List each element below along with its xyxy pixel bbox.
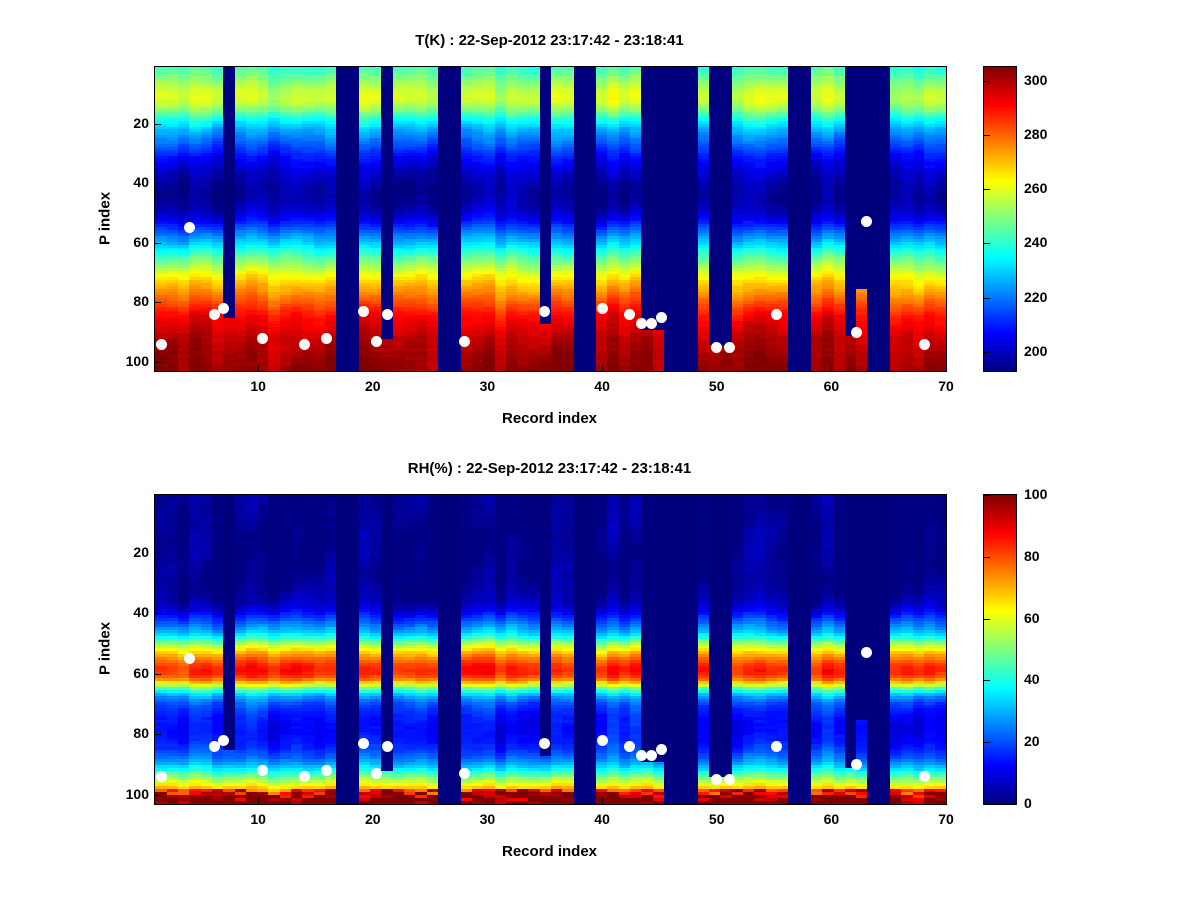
x-tick-label: 70 xyxy=(938,378,954,394)
y-tick-mark xyxy=(155,734,161,736)
colorbar-tick-label: 100 xyxy=(1024,486,1048,502)
x-tick-mark xyxy=(258,798,260,804)
chart-title-relative-humidity: RH(%) : 22-Sep-2012 23:17:42 - 23:18:41 xyxy=(407,460,692,477)
panel-temperature: T(K) : 22-Sep-2012 23:17:42 - 23:18:41 P… xyxy=(97,32,1048,427)
heatmap-axes-relative-humidity[interactable] xyxy=(154,494,947,805)
x-tick-label: 40 xyxy=(594,378,610,394)
colorbar-tick-label: 0 xyxy=(1024,795,1032,811)
colorbar-tick-label: 40 xyxy=(1024,671,1040,688)
colorbar-tick-mark xyxy=(984,804,990,805)
y-tick-label: 100 xyxy=(125,785,149,802)
x-tick-mark xyxy=(372,798,374,804)
colorbar-tick-mark xyxy=(984,556,990,558)
x-tick-label: 40 xyxy=(594,811,610,827)
y-tick-label: 40 xyxy=(133,174,149,191)
colorbar-tick-label: 300 xyxy=(1024,71,1048,88)
y-tick-label: 20 xyxy=(133,114,149,131)
colorbar-tick-mark xyxy=(984,80,990,82)
x-tick-mark xyxy=(946,365,947,371)
colorbar-tick-mark xyxy=(984,352,990,353)
y-tick-label: 80 xyxy=(133,293,149,310)
x-axis-label-temperature: Record index xyxy=(501,410,598,427)
chart-title-temperature: T(K) : 22-Sep-2012 23:17:42 - 23:18:41 xyxy=(415,32,684,49)
y-tick-mark xyxy=(155,302,161,304)
x-tick-mark xyxy=(372,365,374,371)
colorbar-gradient-temperature xyxy=(984,67,1016,371)
y-tick-label: 60 xyxy=(133,233,149,250)
y-tick-mark xyxy=(155,123,161,125)
x-tick-label: 10 xyxy=(250,378,266,394)
x-tick-mark xyxy=(716,798,718,804)
x-tick-mark xyxy=(258,365,260,371)
x-tick-mark xyxy=(487,798,489,804)
colorbar-tick-label: 20 xyxy=(1024,733,1040,750)
x-tick-label: 20 xyxy=(365,811,381,827)
x-tick-label: 50 xyxy=(708,811,725,827)
colorbar-temperature[interactable] xyxy=(983,66,1017,372)
x-tick-label: 30 xyxy=(479,378,496,394)
y-tick-mark xyxy=(155,362,161,364)
y-tick-label: 60 xyxy=(133,664,149,681)
y-tick-label: 20 xyxy=(133,543,149,560)
x-tick-label: 30 xyxy=(479,811,496,827)
x-tick-label: 50 xyxy=(708,378,725,394)
x-tick-label: 60 xyxy=(823,378,840,394)
colorbar-tick-label: 280 xyxy=(1024,125,1048,142)
colorbar-tick-label: 60 xyxy=(1024,609,1040,626)
colorbar-tick-mark xyxy=(984,618,990,620)
x-tick-label: 60 xyxy=(823,811,840,827)
heatmap-axes-temperature[interactable] xyxy=(154,66,947,372)
colorbar-tick-mark xyxy=(984,134,990,136)
y-tick-mark xyxy=(155,552,161,554)
colorbar-tick-mark xyxy=(984,243,990,245)
x-axis-label-relative-humidity: Record index xyxy=(501,843,598,860)
colorbar-tick-mark xyxy=(984,189,990,191)
colorbar-relative-humidity[interactable] xyxy=(983,494,1017,805)
x-tick-mark xyxy=(487,365,489,371)
y-tick-mark xyxy=(155,242,161,244)
colorbar-tick-label: 200 xyxy=(1024,343,1048,359)
y-tick-label: 40 xyxy=(133,604,149,621)
colorbar-tick-label: 220 xyxy=(1024,288,1048,305)
x-tick-mark xyxy=(716,365,718,371)
x-tick-mark xyxy=(946,798,947,804)
x-tick-mark xyxy=(602,798,604,804)
x-tick-mark xyxy=(831,798,833,804)
x-tick-mark xyxy=(602,365,604,371)
x-tick-label: 20 xyxy=(365,378,381,394)
colorbar-tick-mark xyxy=(984,742,990,744)
colorbar-tick-label: 240 xyxy=(1024,234,1048,251)
colorbar-tick-label: 260 xyxy=(1024,180,1048,197)
y-tick-mark xyxy=(155,794,161,796)
colorbar-tick-mark xyxy=(984,680,990,682)
y-tick-label: 100 xyxy=(125,353,149,370)
y-tick-mark xyxy=(155,613,161,615)
y-tick-mark xyxy=(155,183,161,185)
heatmap-image-temperature xyxy=(155,67,946,371)
x-tick-label: 70 xyxy=(938,811,954,827)
colorbar-tick-mark xyxy=(984,297,990,299)
heatmap-image-relative-humidity xyxy=(155,495,946,804)
x-tick-mark xyxy=(831,365,833,371)
colorbar-gradient-relative-humidity xyxy=(984,495,1016,804)
y-tick-label: 80 xyxy=(133,725,149,742)
colorbar-tick-label: 80 xyxy=(1024,547,1040,564)
x-tick-label: 10 xyxy=(250,811,266,827)
y-tick-mark xyxy=(155,673,161,675)
colorbar-tick-mark xyxy=(984,495,990,496)
